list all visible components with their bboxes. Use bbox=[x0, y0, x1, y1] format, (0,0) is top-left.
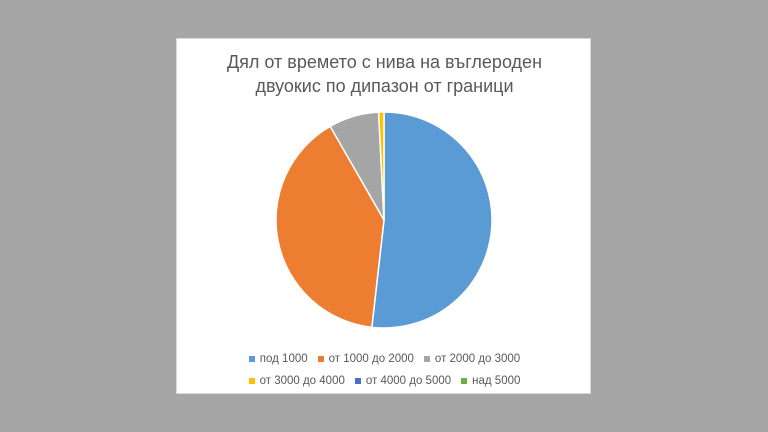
chart-title: Дял от времето с нива на въглероден двуо… bbox=[177, 50, 592, 98]
chart-title-line-1: Дял от времето с нива на въглероден bbox=[226, 52, 543, 72]
legend-label: от 1000 до 2000 bbox=[328, 353, 414, 365]
legend-label: от 2000 до 3000 bbox=[434, 353, 521, 365]
legend-swatch bbox=[248, 378, 255, 384]
pie-slice-1000-2000 bbox=[275, 125, 385, 329]
legend-item-1000-2000: от 1000 до 2000 bbox=[317, 353, 414, 365]
legend-swatch bbox=[317, 356, 324, 362]
chart-legend: под 1000 от 1000 до 2000 от 2000 до 3000… bbox=[177, 348, 592, 392]
legend-label: от 3000 до 4000 bbox=[259, 375, 345, 387]
pie-slice-3000-4000 bbox=[377, 111, 385, 221]
legend-swatch bbox=[461, 378, 468, 384]
legend-label: над 5000 bbox=[472, 375, 521, 387]
legend-item-4000-5000: от 4000 до 5000 bbox=[354, 375, 452, 387]
legend-item-2000-3000: от 2000 до 3000 bbox=[423, 353, 521, 365]
legend-label: под 1000 bbox=[259, 353, 308, 365]
chart-card: Дял от времето с нива на въглероден двуо… bbox=[176, 38, 591, 394]
legend-row-1: под 1000 от 1000 до 2000 от 2000 до 3000 bbox=[177, 348, 592, 370]
legend-swatch bbox=[423, 356, 430, 362]
legend-item-under-1000: под 1000 bbox=[248, 353, 308, 365]
legend-swatch bbox=[248, 356, 255, 362]
legend-label: от 4000 до 5000 bbox=[365, 375, 452, 387]
legend-item-3000-4000: от 3000 до 4000 bbox=[248, 375, 345, 387]
pie-slice-under-1000 bbox=[370, 111, 493, 329]
pie-chart bbox=[275, 111, 493, 329]
chart-title-line-2: двуокис по дипазон от граници bbox=[255, 76, 514, 96]
legend-row-2: от 3000 до 4000 от 4000 до 5000 над 5000 bbox=[177, 370, 592, 392]
legend-swatch bbox=[354, 378, 361, 384]
legend-item-over-5000: над 5000 bbox=[461, 375, 520, 387]
